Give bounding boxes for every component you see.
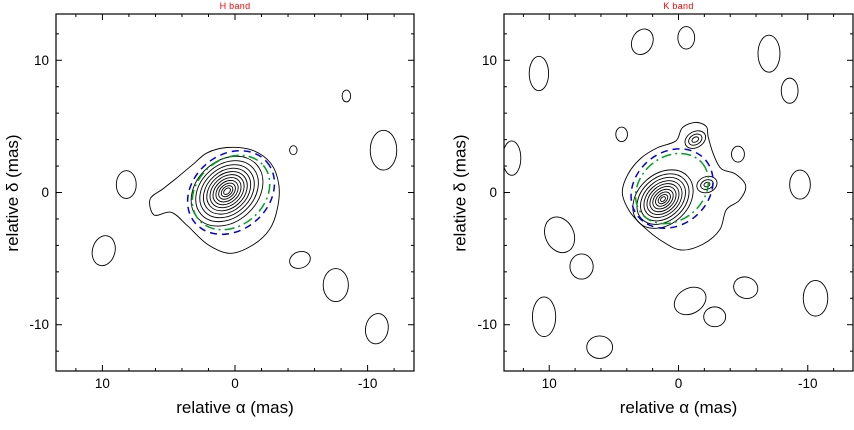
svg-text:0: 0 <box>231 376 239 391</box>
y-axis-label-k: relative δ (mas) <box>450 134 470 252</box>
contour-plot-k-band: 10 0 -10 -10 0 10 <box>477 13 854 391</box>
panel-h-band: 10 0 -10 -10 0 10 H band relative α (mas) rel… <box>3 1 415 417</box>
svg-text:10: 10 <box>34 53 49 68</box>
y-axis-label-h: relative δ (mas) <box>3 134 22 252</box>
x-axis-label-k: relative α (mas) <box>619 398 738 417</box>
panel-title-h-band: H band <box>219 1 251 11</box>
svg-text:10: 10 <box>542 376 557 391</box>
svg-text:-10: -10 <box>29 317 49 332</box>
x-axis-label-h: relative α (mas) <box>176 398 294 417</box>
svg-text:10: 10 <box>482 53 497 68</box>
svg-text:10: 10 <box>95 376 110 391</box>
panel-k-band: 10 0 -10 -10 0 10 K band relative α (mas) rel… <box>427 0 854 430</box>
panel-title-k-band: K band <box>663 1 694 11</box>
svg-text:-10: -10 <box>358 376 378 391</box>
svg-text:0: 0 <box>489 185 497 200</box>
svg-text:-10: -10 <box>477 317 497 332</box>
svg-text:0: 0 <box>675 376 683 391</box>
svg-text:0: 0 <box>41 185 49 200</box>
svg-text:-10: -10 <box>798 376 818 391</box>
contour-plot-h-band: 10 0 -10 -10 0 10 <box>29 13 415 391</box>
